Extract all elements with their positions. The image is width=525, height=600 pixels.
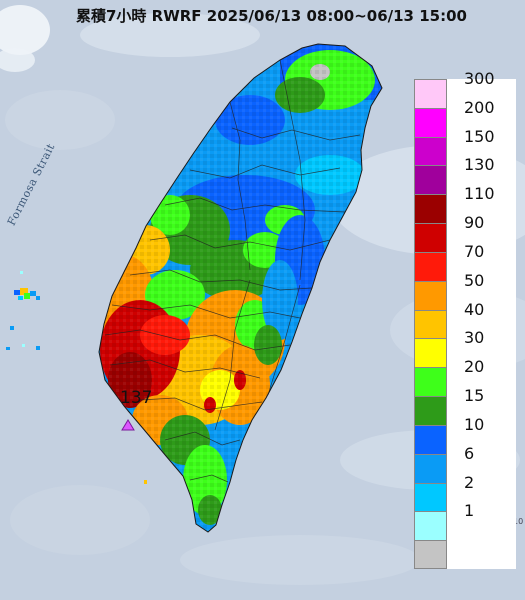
- legend-swatch: [414, 424, 447, 454]
- legend-item: 50: [414, 271, 516, 310]
- legend-swatch: [414, 367, 447, 397]
- legend-swatch: [414, 482, 447, 512]
- legend-label: 300: [464, 69, 495, 88]
- legend-label: 2: [464, 472, 475, 492]
- legend-label: 1: [464, 501, 475, 521]
- legend-item: 10: [414, 415, 516, 454]
- legend-item: 1: [414, 501, 516, 541]
- legend-swatch: [414, 453, 447, 483]
- legend-swatch: [414, 540, 447, 569]
- legend-item: 6: [414, 444, 516, 483]
- legend-swatch: [414, 309, 447, 339]
- legend-label: 20: [464, 357, 485, 377]
- station-max-value: 137: [120, 388, 153, 408]
- legend-label: 15: [464, 386, 485, 406]
- legend-swatch: [414, 223, 447, 252]
- legend-label: 6: [464, 443, 475, 463]
- edge-label: 10: [513, 517, 524, 526]
- rainfall-legend: 300 200 150 130 110 90 70 50 40 30 20 15 10 6 2 1: [414, 69, 516, 569]
- offshore-echoes: [6, 271, 147, 484]
- legend-label: 70: [464, 241, 485, 261]
- legend-swatch: [414, 79, 447, 108]
- legend-item: 70: [414, 242, 516, 281]
- river-basin-boundaries: [104, 59, 361, 483]
- legend-label: 130: [464, 155, 495, 175]
- legend-label: 40: [464, 299, 485, 319]
- legend-item: 150: [414, 127, 516, 166]
- legend-item: 40: [414, 300, 516, 339]
- legend-item: 200: [414, 98, 516, 137]
- legend-swatch: [414, 107, 447, 137]
- map-title: 累積7小時 RWRF 2025/06/13 08:00~06/13 15:00: [76, 7, 467, 25]
- legend-item: 30: [414, 328, 516, 368]
- legend-label: 90: [464, 213, 485, 233]
- legend-label: 200: [464, 97, 495, 117]
- legend-item: [414, 540, 516, 569]
- legend-label: 30: [464, 328, 485, 348]
- legend-swatch: [414, 280, 447, 310]
- legend-swatch: [414, 396, 447, 425]
- legend-item: 90: [414, 213, 516, 252]
- legend-item: 20: [414, 357, 516, 397]
- island-coastline: [98, 43, 383, 533]
- legend-swatch: [414, 165, 447, 195]
- legend-swatch: [414, 251, 447, 281]
- legend-label: 150: [464, 126, 495, 146]
- legend-swatch: [414, 194, 447, 224]
- legend-item: 130: [414, 155, 516, 195]
- legend-item: 110: [414, 184, 516, 224]
- legend-swatch: [414, 338, 447, 368]
- legend-swatch: [414, 511, 447, 541]
- legend-label: 50: [464, 270, 485, 290]
- legend-item: 2: [414, 473, 516, 512]
- legend-item: 15: [414, 386, 516, 425]
- legend-item: 300: [414, 69, 516, 108]
- station-marker-icon: [121, 419, 135, 431]
- legend-swatch: [414, 136, 447, 166]
- legend-label: 10: [464, 414, 485, 434]
- legend-label: 110: [464, 184, 495, 204]
